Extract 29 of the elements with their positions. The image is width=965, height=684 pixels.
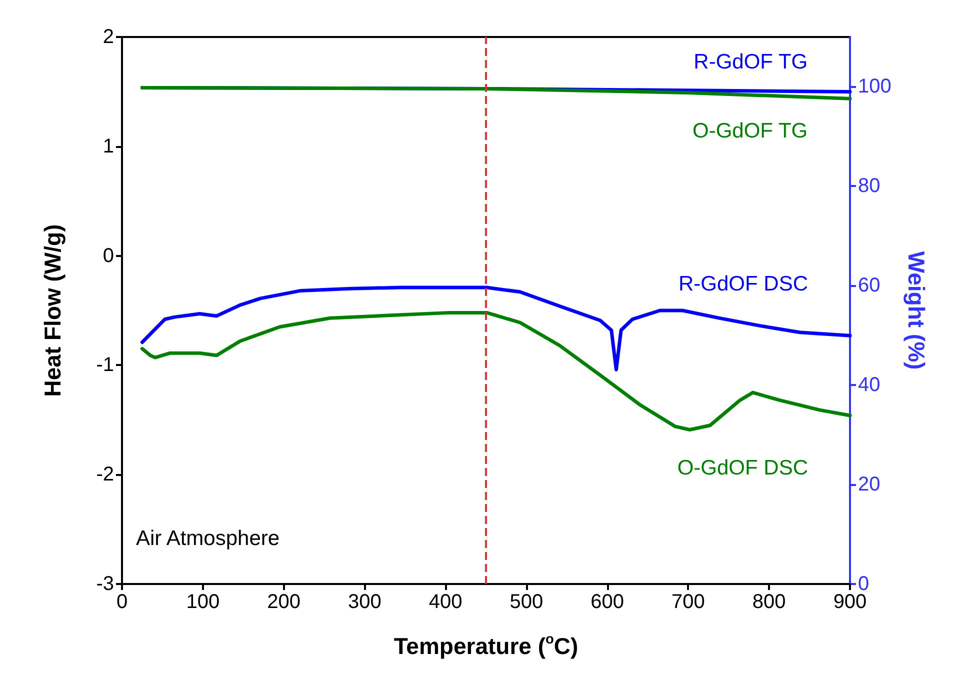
annotation: Air Atmosphere [136, 527, 280, 550]
x-tick-label: 0 [116, 591, 128, 613]
x-tick-label: 600 [590, 591, 624, 613]
x-tick-label: 100 [186, 591, 220, 613]
y2-tick-label: 20 [858, 474, 880, 496]
x-tick-label: 700 [672, 591, 705, 613]
y2-tick-label: 100 [858, 76, 892, 98]
x-tick-label: 200 [267, 591, 300, 613]
y-tick-label: -1 [96, 354, 114, 376]
x-tick-label: 400 [428, 591, 462, 613]
x-tick-label: 800 [752, 591, 786, 613]
y-tick-label: 2 [102, 26, 114, 48]
series-label: O-GdOF TG [692, 120, 808, 143]
line-series [140, 86, 852, 100]
y-axis-title: Heat Flow (W/g) [40, 224, 66, 397]
y-tick-label: -2 [96, 464, 114, 486]
y2-axis-title: Weight (%) [904, 251, 930, 370]
x-tick-label: 300 [348, 591, 382, 613]
y-tick-label: 0 [102, 244, 114, 267]
series-label: O-GdOF DSC [677, 456, 808, 480]
y2-tick-label: 40 [858, 374, 880, 396]
series-label: R-GdOF DSC [678, 272, 808, 296]
line-series [140, 310, 852, 432]
y-tick-label: 1 [102, 135, 114, 158]
y2-tick-label: 60 [858, 274, 880, 297]
y2-tick-label: 80 [858, 175, 880, 198]
series-label: R-GdOF TG [694, 50, 808, 74]
x-tick-label: 500 [510, 591, 544, 613]
y-tick-label: -3 [96, 573, 114, 595]
